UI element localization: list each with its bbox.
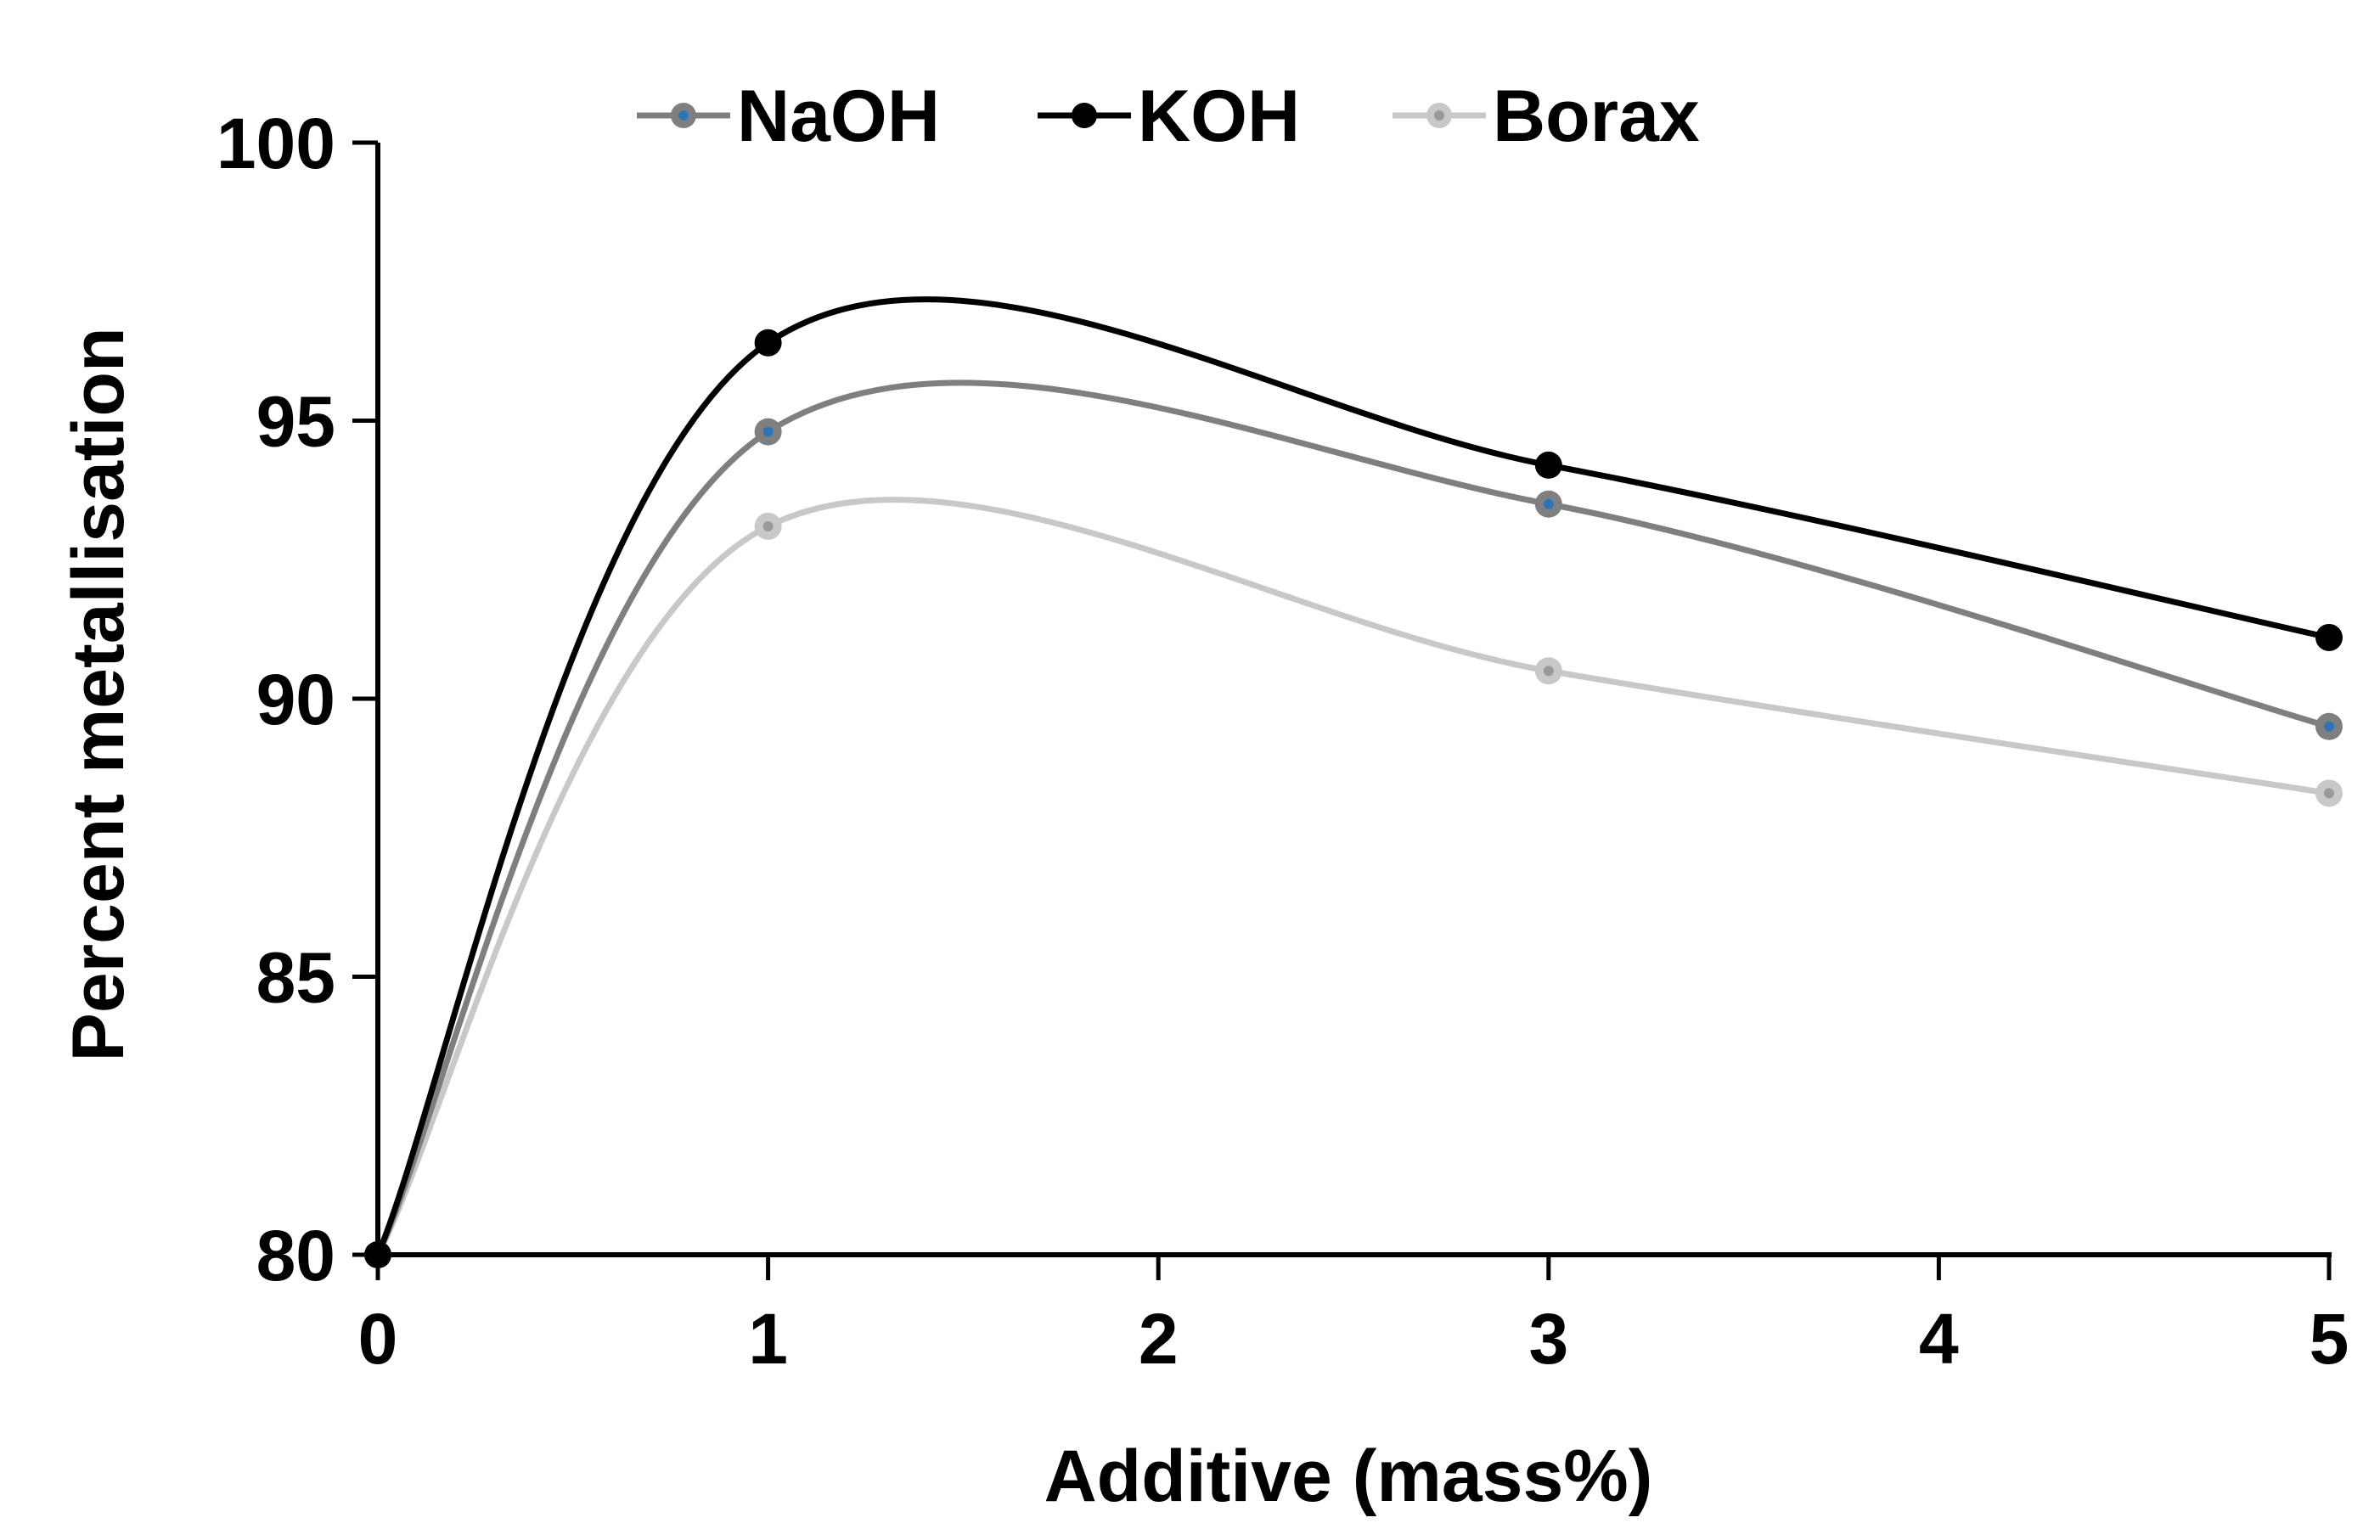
legend-label-naoh: NaOH — [737, 76, 940, 157]
y-tick-label: 80 — [256, 1216, 335, 1296]
y-tick-label: 95 — [256, 382, 335, 462]
x-tick-label: 5 — [2310, 1299, 2349, 1379]
series-line-naoh — [374, 379, 2332, 1258]
data-point-center-koh — [1543, 459, 1554, 470]
axis-ticks: 80 85 90 95 100 0 1 2 3 4 5 — [217, 104, 2349, 1379]
data-point-center-borax — [2324, 788, 2334, 799]
data-point-center-koh — [373, 1250, 383, 1260]
data-point-center-koh — [762, 337, 774, 348]
legend-label-borax: Borax — [1493, 76, 1700, 157]
data-point-center-borax — [1543, 666, 1554, 677]
data-point-center-naoh — [1543, 498, 1554, 509]
legend: NaOH KOH Borax — [637, 76, 1700, 157]
x-tick-label: 1 — [748, 1299, 788, 1379]
legend-label-koh: KOH — [1138, 76, 1300, 157]
legend-marker-center-koh — [1079, 110, 1089, 121]
series-line-borax — [374, 497, 2332, 1258]
axes — [375, 143, 2332, 1257]
data-point-center-naoh — [2324, 721, 2334, 732]
x-tick-label: 0 — [358, 1299, 398, 1379]
y-tick-label: 100 — [217, 104, 335, 183]
series-lines — [374, 296, 2332, 1258]
x-tick-label: 4 — [1919, 1299, 1959, 1379]
y-tick-label: 85 — [256, 938, 335, 1018]
x-tick-label: 3 — [1528, 1299, 1568, 1379]
data-point-center-koh — [2324, 632, 2334, 643]
series-line-koh — [374, 296, 2332, 1258]
y-axis-title: Percent metallisation — [58, 327, 139, 1061]
series-markers — [364, 329, 2343, 1268]
x-axis-title: Additive (mass%) — [1044, 1436, 1653, 1517]
x-tick-label: 2 — [1139, 1299, 1179, 1379]
legend-marker-center-borax — [1434, 110, 1444, 121]
y-tick-label: 90 — [256, 660, 335, 739]
data-point-center-naoh — [762, 426, 774, 437]
data-point-center-borax — [762, 520, 774, 531]
legend-marker-center-naoh — [678, 110, 689, 121]
